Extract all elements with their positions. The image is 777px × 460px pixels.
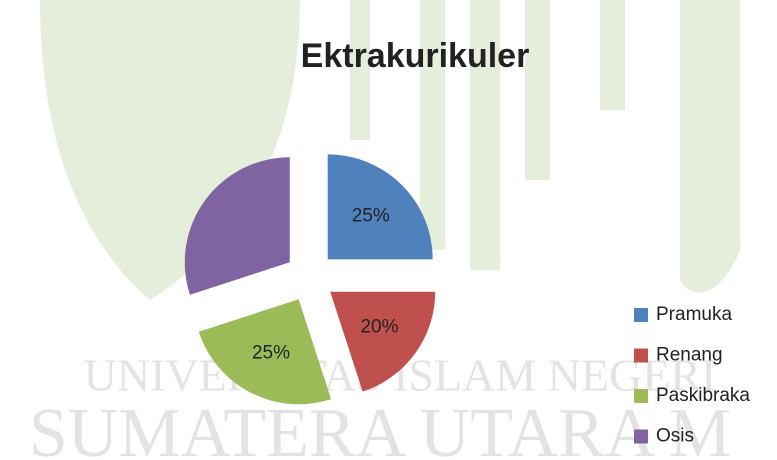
pie-slice — [184, 157, 290, 295]
pie-slice — [330, 291, 436, 392]
chart-title: Ektrakurikuler — [301, 37, 530, 75]
pie-slice — [198, 299, 332, 405]
legend-swatch — [634, 348, 648, 363]
watermark-line: SUMATERA UTARA M — [29, 395, 731, 460]
legend-swatch — [634, 308, 648, 322]
legend-swatch — [634, 429, 648, 444]
pie-slice — [327, 154, 433, 260]
legend-swatch — [634, 389, 648, 403]
data-label: 25% — [252, 343, 290, 364]
legend-label: Renang — [656, 345, 723, 366]
legend-label: Osis — [656, 426, 694, 447]
data-label: 20% — [360, 317, 398, 338]
legend-label: Paskibraka — [656, 385, 750, 406]
data-label: 25% — [352, 205, 390, 226]
legend-label: Pramuka — [656, 304, 732, 325]
watermark-shapes — [40, 0, 740, 300]
